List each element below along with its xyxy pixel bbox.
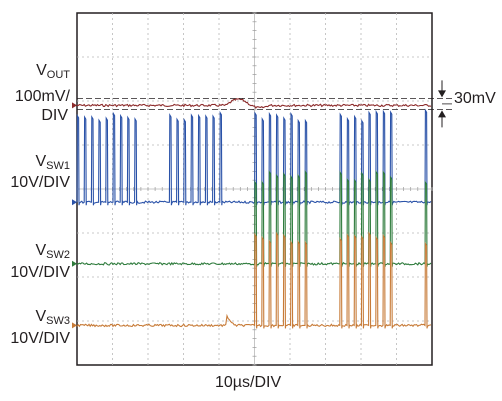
annotation-arrowhead-bottom (438, 110, 446, 118)
vsw2-marker (72, 260, 77, 267)
vsw3-marker (72, 322, 77, 329)
ripple-annotation (77, 80, 452, 128)
x-axis-label: 10µs/DIV (215, 374, 282, 391)
vout-scale: 100mV/ (14, 88, 70, 105)
vsw1-label: VSW1 (35, 153, 70, 172)
vsw1-scale: 10V/DIV (10, 174, 70, 191)
channel-markers (72, 102, 77, 329)
vsw1-trace (76, 108, 432, 206)
vsw1-marker (72, 199, 77, 206)
vsw3-label: VSW3 (35, 308, 70, 327)
vout-marker (72, 102, 77, 109)
vout-label: VOUT (36, 62, 70, 81)
traces (76, 97, 432, 329)
vsw2-trace (76, 169, 432, 267)
annotation-arrowhead-top (438, 90, 446, 98)
vout-scale-div: DIV (41, 107, 68, 124)
vsw3-scale: 10V/DIV (10, 330, 70, 347)
vsw3-trace (76, 231, 432, 329)
vsw2-scale: 10V/DIV (10, 264, 70, 281)
vsw2-label: VSW2 (35, 242, 70, 261)
vout-trace (76, 97, 432, 110)
annotation-text: 30mV (454, 90, 496, 107)
